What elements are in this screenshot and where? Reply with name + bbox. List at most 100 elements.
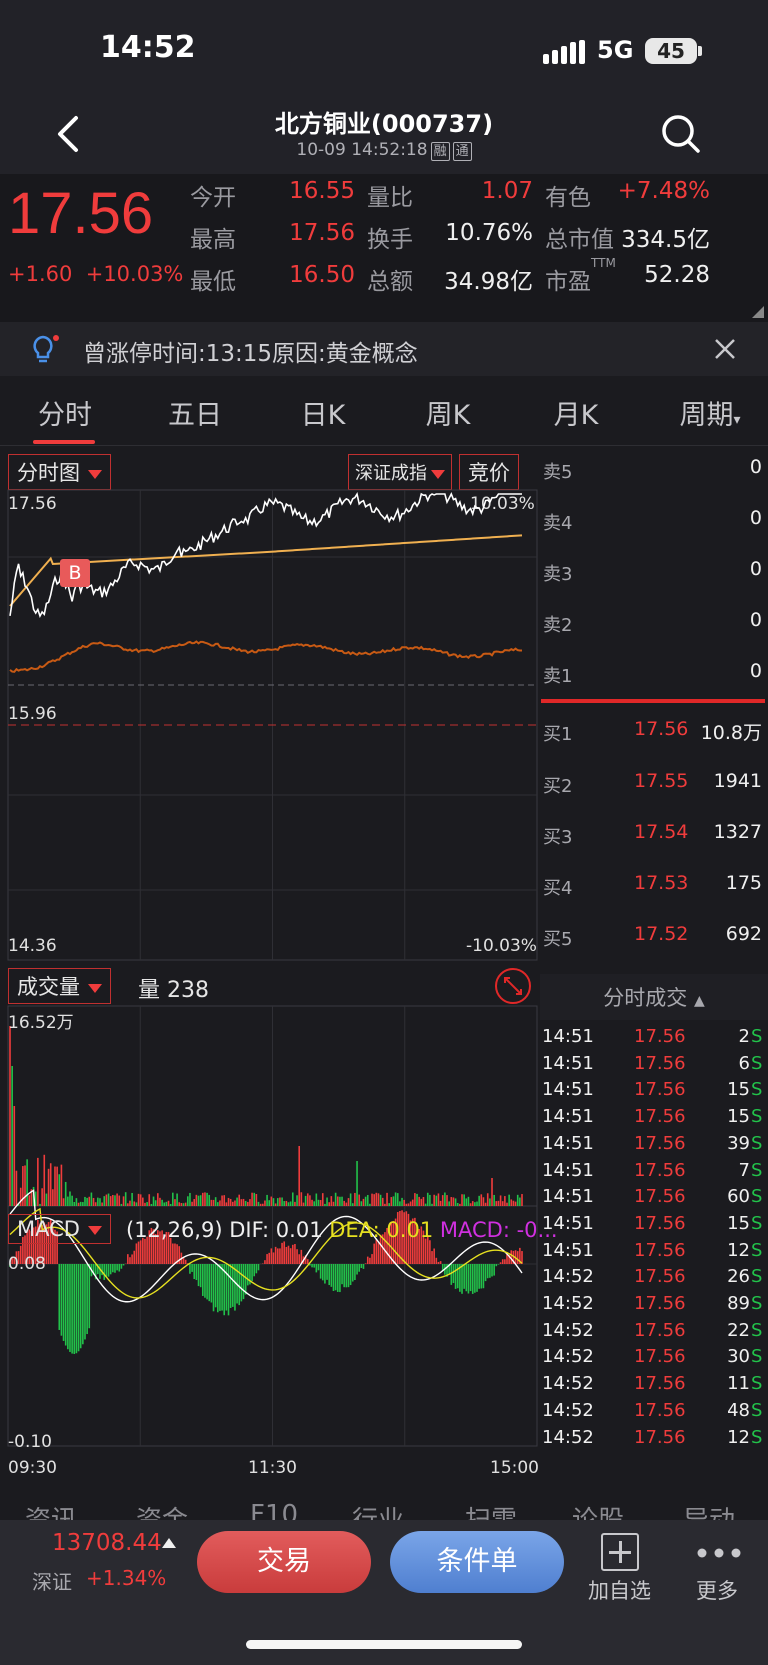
dif-line: [9, 1189, 523, 1303]
time-axis-start: 09:30: [8, 1458, 57, 1478]
volume-bar: [251, 1192, 253, 1206]
add-watchlist-icon[interactable]: [601, 1533, 639, 1571]
price-axis-mid: 15.96: [8, 704, 57, 724]
trades-header[interactable]: [540, 974, 768, 1020]
macd-bar: [122, 1264, 125, 1266]
trade-side: S: [751, 1079, 763, 1101]
condition-order-button[interactable]: 条件单: [390, 1531, 564, 1593]
more-icon[interactable]: [697, 1548, 741, 1558]
macd-bar: [221, 1264, 223, 1311]
quote-value-sector: +7.48%: [617, 178, 710, 204]
trade-side: S: [751, 1159, 763, 1181]
expand-corner-icon[interactable]: [752, 306, 764, 318]
macd-bar: [97, 1264, 99, 1275]
volume-bar: [165, 1201, 168, 1206]
quote-value-turnover: 10.76%: [445, 220, 533, 246]
fullscreen-icon[interactable]: [494, 967, 532, 1005]
macd-bar: [169, 1237, 172, 1264]
tab-weekly-k[interactable]: 周K: [425, 400, 471, 431]
macd-bar: [210, 1264, 213, 1303]
volume-bar: [135, 1202, 138, 1206]
intraday-chart[interactable]: [0, 446, 540, 1478]
back-icon[interactable]: [52, 112, 86, 156]
volume-dropdown[interactable]: 成交量: [8, 968, 111, 1004]
volume-bar: [238, 1194, 241, 1206]
price-line-path: [9, 491, 522, 618]
macd-bar: [381, 1234, 384, 1264]
macd-bar: [521, 1251, 523, 1264]
index-value[interactable]: 13708.44: [52, 1530, 162, 1556]
macd-bar: [377, 1241, 380, 1264]
volume-bar: [319, 1200, 322, 1206]
macd-bar: [386, 1227, 388, 1264]
trade-volume: 89: [727, 1293, 750, 1314]
trade-button[interactable]: 交易: [197, 1531, 371, 1593]
macd-bar: [298, 1254, 301, 1264]
buy-marker[interactable]: B: [60, 559, 90, 587]
macd-bar: [476, 1264, 478, 1292]
trades-title[interactable]: 分时成交 ▲: [540, 982, 768, 1012]
macd-bar: [467, 1264, 470, 1294]
add-watchlist-label[interactable]: 加自选: [588, 1579, 651, 1603]
quote-value-volume-ratio: 1.07: [481, 178, 533, 204]
tab-intraday[interactable]: 分时: [38, 400, 92, 431]
macd-bar: [103, 1264, 106, 1280]
macd-bar: [178, 1246, 181, 1264]
quote-label-sector: 有色: [545, 185, 591, 211]
avg-line-path: [9, 534, 523, 607]
macd-bar: [369, 1257, 371, 1264]
macd-bar: [146, 1236, 148, 1264]
volume-bar: [499, 1195, 502, 1206]
volume-bar: [375, 1192, 378, 1206]
bid-level-price: 17.55: [634, 770, 689, 792]
macd-bar: [114, 1264, 116, 1273]
volume-bar: [289, 1201, 292, 1206]
macd-bar: [137, 1241, 140, 1264]
macd-bar: [165, 1231, 168, 1264]
macd-bar: [339, 1264, 341, 1293]
volume-bar: [379, 1194, 382, 1206]
macd-bar: [268, 1252, 271, 1264]
volume-bar: [154, 1200, 157, 1206]
volume-bar: [73, 1201, 76, 1206]
tab-monthly-k[interactable]: 月K: [553, 400, 599, 431]
macd-bar: [60, 1264, 63, 1336]
macd-bar: [129, 1257, 131, 1264]
volume-bar: [212, 1199, 215, 1206]
macd-bar: [88, 1264, 91, 1329]
macd-bar: [69, 1264, 71, 1352]
trade-side: S: [751, 1373, 763, 1395]
volume-bar: [407, 1203, 410, 1206]
macd-bar: [274, 1246, 277, 1264]
volume-bars: [9, 1026, 523, 1206]
volume-bar: [366, 1194, 369, 1206]
notice-bar[interactable]: [0, 322, 768, 376]
volume-bar: [354, 1192, 356, 1206]
macd-bar: [519, 1247, 521, 1264]
trade-time: 14:51: [542, 1159, 594, 1181]
trade-time: 14:52: [542, 1373, 594, 1395]
tab-five-day[interactable]: 五日: [168, 400, 222, 431]
close-icon[interactable]: [712, 336, 738, 362]
ask-level-label: 卖4: [543, 513, 573, 534]
volume-bar: [90, 1192, 93, 1206]
tab-period[interactable]: 周期▾: [670, 393, 750, 432]
volume-bar: [465, 1198, 468, 1206]
macd-dropdown[interactable]: MACD: [8, 1214, 111, 1244]
macd-bar: [501, 1259, 504, 1264]
macd-bar: [202, 1264, 204, 1296]
tab-daily-k[interactable]: 日K: [300, 400, 346, 431]
volume-bar: [133, 1201, 136, 1206]
volume-bar: [163, 1202, 166, 1206]
more-label[interactable]: 更多: [696, 1579, 738, 1603]
search-icon[interactable]: [660, 113, 702, 155]
macd-bar: [157, 1230, 159, 1264]
volume-bar: [339, 1196, 341, 1206]
bid-level-volume: 175: [725, 872, 762, 894]
trade-volume: 22: [727, 1319, 750, 1341]
volume-bar: [257, 1201, 260, 1206]
volume-bar: [56, 1166, 58, 1206]
macd-bar: [300, 1249, 303, 1264]
volume-bar: [388, 1203, 390, 1206]
trade-time: 14:52: [542, 1266, 594, 1288]
